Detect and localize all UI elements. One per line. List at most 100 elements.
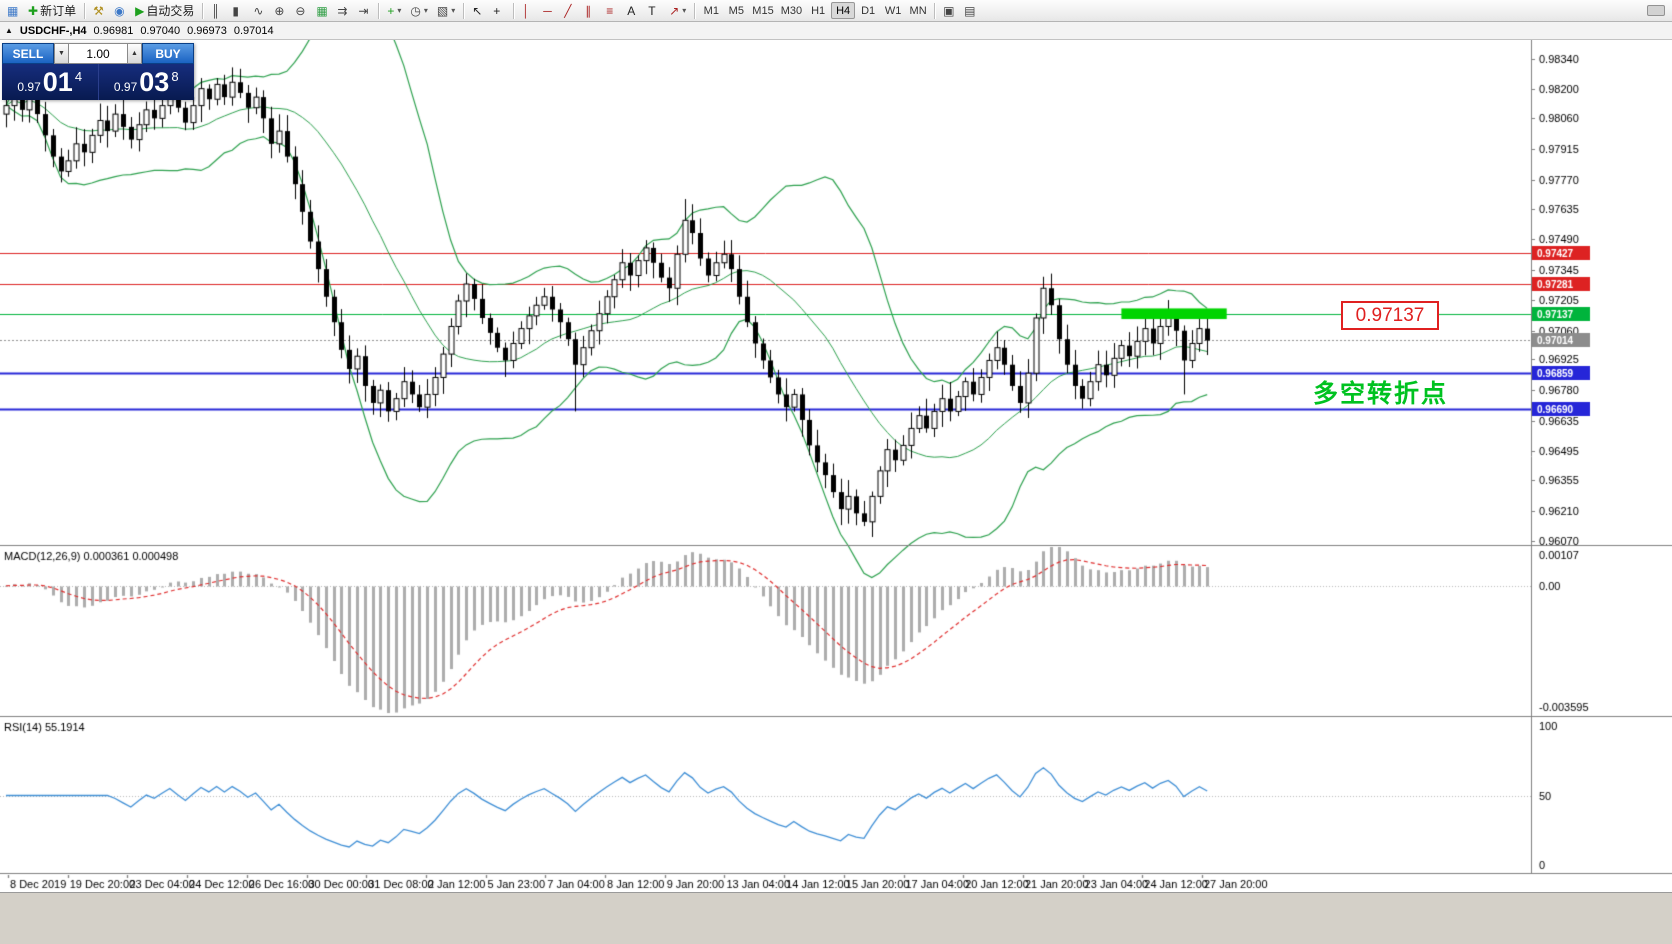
arrow-objects-icon: ↗: [669, 3, 680, 18]
trade-panel-controls: SELL ▼ ▲ BUY: [2, 43, 194, 64]
new-order-button[interactable]: ✚ 新订单: [24, 1, 80, 20]
toolbar-separator: [463, 2, 465, 19]
timeframe-m30-button[interactable]: M30: [778, 2, 805, 19]
timeframe-w1-button[interactable]: W1: [881, 2, 905, 19]
auto-scroll-icon[interactable]: ⇉: [333, 1, 353, 20]
timeframe-d1-button[interactable]: D1: [856, 2, 880, 19]
toolbar-overflow-handle[interactable]: [1647, 5, 1665, 16]
metaeditor-icon: ◉: [114, 3, 125, 18]
price-label-object[interactable]: 0.97137: [1341, 301, 1439, 330]
candle-chart-mode-icon[interactable]: ▮: [228, 1, 248, 20]
chart-shift-icon: ⇥: [358, 3, 369, 18]
metaeditor-icon[interactable]: ◉: [110, 1, 130, 20]
ohlc-open-value: 0.96981: [93, 24, 134, 37]
volume-decrease-button[interactable]: ▼: [54, 43, 69, 64]
trendline-icon: ╱: [564, 3, 572, 18]
chart-symbol-label: USDCHF-,H4: [19, 24, 87, 37]
channel-icon[interactable]: ∥: [581, 1, 601, 20]
text-icon: A: [627, 3, 636, 18]
text-label-icon[interactable]: T: [644, 1, 664, 20]
templates-icon[interactable]: ▧ ▾: [433, 1, 459, 20]
timeframe-group: M1 M5 M15 M30 H1 H4 D1 W1 MN: [699, 2, 930, 19]
buy-price[interactable]: 0.97 03 8: [99, 64, 195, 100]
arrow-objects-icon[interactable]: ↗ ▾: [665, 1, 690, 20]
collapse-trade-panel-icon[interactable]: ▲: [5, 26, 13, 35]
indicators-icon: +: [387, 3, 395, 18]
zoom-out-icon[interactable]: ⊖: [291, 1, 311, 20]
toolbar-left-group: ▦ ✚ 新订单 ⚒ ◉ ▶ 自动交易 ║ ▮ ∿ ⊕ ⊖ ▦ ⇉ ⇥ + ▾ ◷ ▾ ▧ ▾ ↖ + │ ─ ╱ ∥ ≡ A T ↗ ▾: [3, 1, 698, 20]
zoom-in-icon: ⊕: [274, 3, 285, 18]
new-order-button-label: 新订单: [40, 4, 77, 18]
cascade-windows-icon[interactable]: ▣: [939, 1, 959, 20]
one-click-trading-panel: SELL ▼ ▲ BUY 0.97 01 4 0.97 03 8: [2, 43, 194, 100]
bar-chart-mode-icon[interactable]: ║: [207, 1, 227, 20]
timeframe-h4-button[interactable]: H4: [831, 2, 856, 19]
caret-down-icon: ▾: [451, 6, 456, 15]
pivot-annotation-text[interactable]: 多空转折点: [1313, 380, 1449, 408]
sell-price[interactable]: 0.97 01 4: [2, 64, 99, 100]
cascade-windows-icon: ▣: [943, 3, 955, 18]
arrange-windows-icon: ▤: [964, 3, 976, 18]
ohlc-low-value: 0.96973: [187, 24, 227, 37]
toolbar-separator: [378, 2, 380, 19]
zoom-out-icon: ⊖: [295, 3, 306, 18]
timeframe-m15-button[interactable]: M15: [749, 2, 776, 19]
timeframe-h1-button[interactable]: H1: [806, 2, 830, 19]
toolbar-separator: [84, 2, 86, 19]
indicators-icon[interactable]: + ▾: [383, 1, 405, 20]
cursor-icon[interactable]: ↖: [468, 1, 488, 20]
toolbar-separator: [694, 2, 696, 19]
candle-chart-mode-icon: ▮: [232, 3, 239, 18]
volume-input[interactable]: [69, 43, 127, 64]
buy-button[interactable]: BUY: [142, 43, 194, 64]
cursor-icon: ↖: [472, 3, 483, 18]
timeframe-m1-button[interactable]: M1: [699, 2, 723, 19]
chart-window-icon[interactable]: ▦: [3, 1, 23, 20]
channel-icon: ∥: [585, 3, 592, 18]
trendline-icon[interactable]: ╱: [560, 1, 580, 20]
vertical-line-icon[interactable]: │: [518, 1, 538, 20]
arrange-windows-icon[interactable]: ▤: [960, 1, 980, 20]
timeframe-mn-button[interactable]: MN: [906, 2, 930, 19]
timeframe-m5-button[interactable]: M5: [724, 2, 748, 19]
toolbar-separator: [934, 2, 936, 19]
text-icon[interactable]: A: [623, 1, 643, 20]
chart-window-titlebar: ▲ USDCHF-,H4 0.96981 0.97040 0.96973 0.9…: [0, 22, 1672, 40]
horizontal-line-icon[interactable]: ─: [539, 1, 559, 20]
fibonacci-icon[interactable]: ≡: [602, 1, 622, 20]
buy-price-pipette: 8: [171, 69, 179, 84]
bottom-panel: [0, 892, 1672, 944]
toolbar-separator: [513, 2, 515, 19]
sell-price-pipette: 4: [74, 69, 83, 84]
periods-icon[interactable]: ◷ ▾: [406, 1, 432, 20]
autotrading-icon: ▶: [135, 3, 145, 18]
autotrading-button-label: 自动交易: [146, 4, 195, 18]
ohlc-high-value: 0.97040: [140, 24, 181, 37]
new-order-icon: ✚: [28, 3, 39, 18]
zoom-in-icon[interactable]: ⊕: [270, 1, 290, 20]
sell-button[interactable]: SELL: [2, 43, 54, 64]
caret-down-icon: ▾: [682, 6, 687, 15]
caret-down-icon: ▾: [423, 6, 428, 15]
toolbar-separator: [202, 2, 204, 19]
horizontal-line-icon: ─: [543, 3, 552, 18]
crosshair-icon: +: [493, 3, 501, 18]
price-chart-canvas[interactable]: [0, 40, 1672, 892]
chart-shift-icon[interactable]: ⇥: [354, 1, 374, 20]
bar-chart-mode-icon: ║: [211, 3, 220, 18]
tile-windows-icon[interactable]: ▦: [312, 1, 332, 20]
tile-windows-icon: ▦: [316, 3, 328, 18]
toolbar-right-group: ▣ ▤: [931, 1, 980, 20]
top-toolbar: ▦ ✚ 新订单 ⚒ ◉ ▶ 自动交易 ║ ▮ ∿ ⊕ ⊖ ▦ ⇉ ⇥ + ▾ ◷ ▾ ▧ ▾ ↖ + │ ─ ╱ ∥ ≡ A T ↗ ▾ M1…: [0, 0, 1672, 22]
text-label-icon: T: [648, 3, 656, 18]
buy-price-big-digits: 03: [139, 66, 170, 97]
fibonacci-icon: ≡: [606, 3, 614, 18]
expert-advisors-icon[interactable]: ⚒: [89, 1, 109, 20]
volume-increase-button[interactable]: ▲: [127, 43, 142, 64]
crosshair-icon[interactable]: +: [489, 1, 509, 20]
line-chart-mode-icon: ∿: [253, 3, 264, 18]
chart-window-icon: ▦: [7, 3, 19, 18]
sell-price-big-digits: 01: [42, 66, 73, 97]
line-chart-mode-icon[interactable]: ∿: [249, 1, 269, 20]
autotrading-button[interactable]: ▶ 自动交易: [131, 1, 198, 20]
